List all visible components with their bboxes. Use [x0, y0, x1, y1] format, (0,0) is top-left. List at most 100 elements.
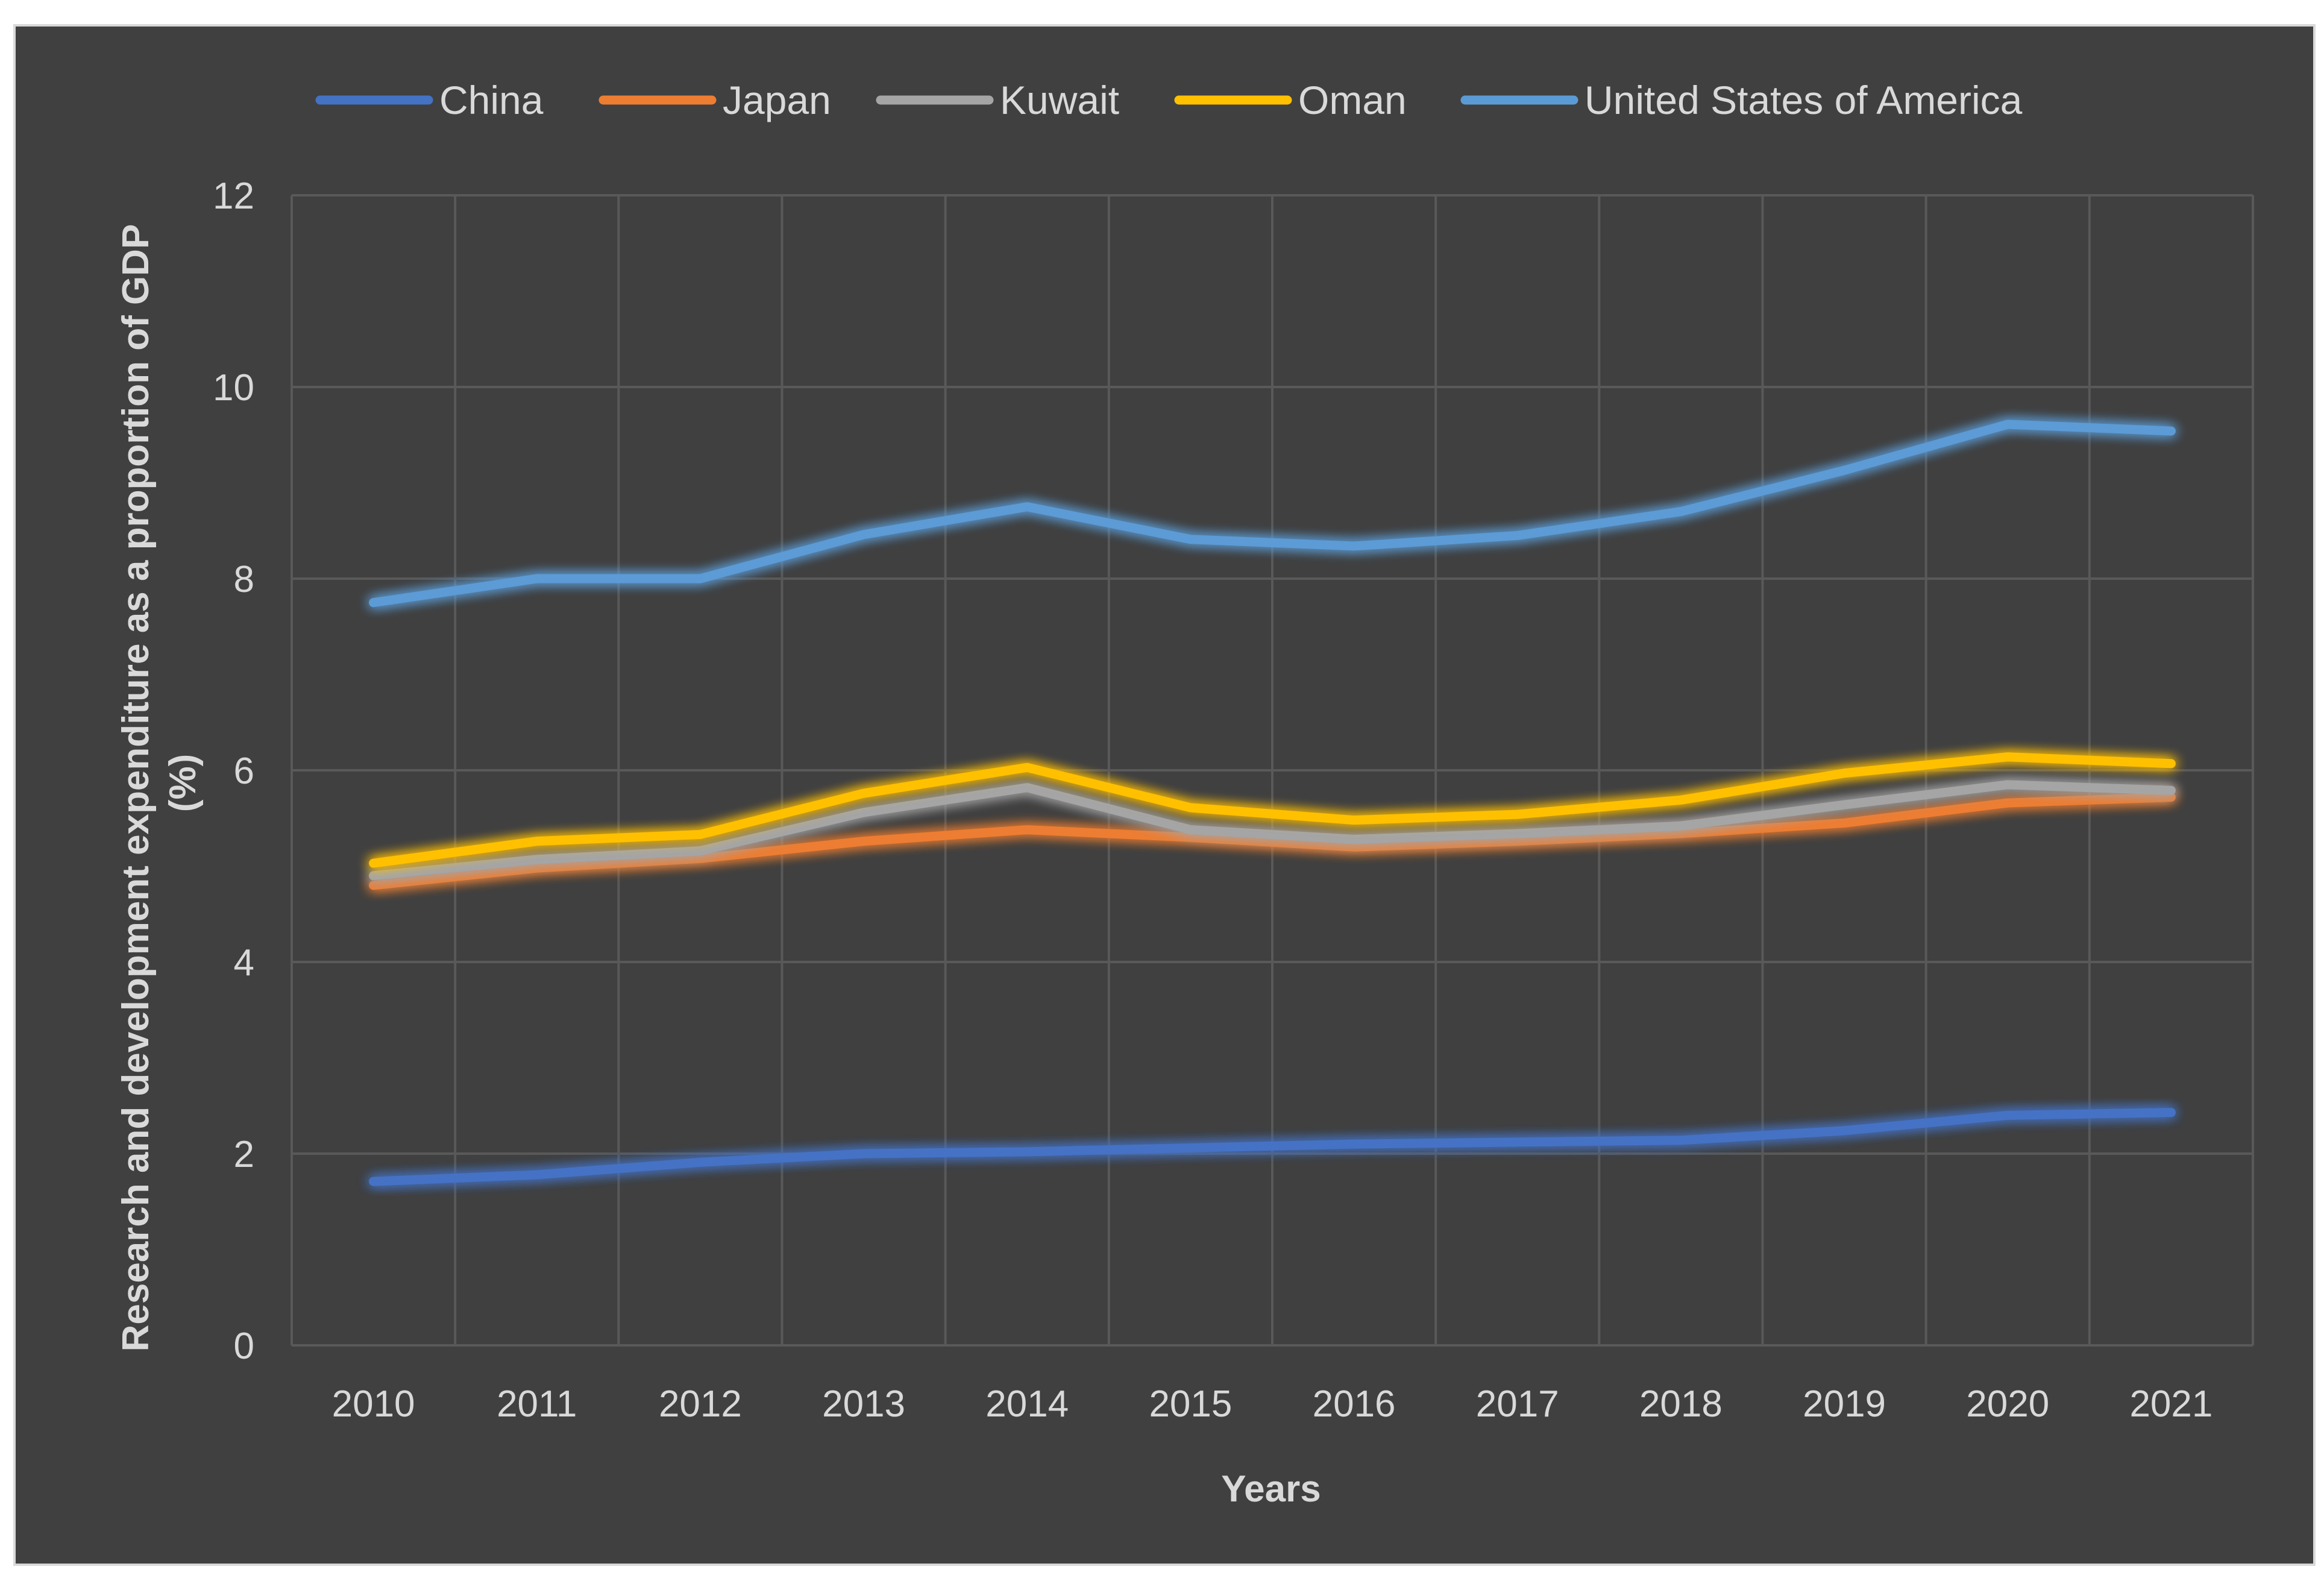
series-line-oman — [369, 752, 2176, 868]
data-point-china — [1026, 1150, 1029, 1153]
data-point-united-states-of-america — [2170, 430, 2173, 433]
series-line-japan — [369, 793, 2176, 890]
y-tick-label: 10 — [213, 367, 254, 409]
legend-label: Japan — [723, 78, 831, 122]
data-point-oman — [1843, 772, 1846, 775]
data-point-china — [699, 1161, 702, 1164]
y-tick-label: 0 — [234, 1325, 254, 1367]
series-line-china — [369, 1108, 2176, 1186]
data-point-kuwait — [699, 849, 702, 852]
y-axis-title-line-2: (%) — [162, 754, 204, 812]
legend-item-united-states-of-america[interactable]: United States of America — [1460, 78, 2023, 122]
legend-item-kuwait[interactable]: Kuwait — [876, 78, 1119, 122]
data-point-united-states-of-america — [535, 577, 538, 580]
data-point-kuwait — [2006, 783, 2009, 786]
data-point-china — [1352, 1143, 1355, 1146]
data-point-kuwait — [535, 858, 538, 861]
x-tick-label: 2014 — [985, 1383, 1069, 1425]
legend-item-china[interactable]: China — [315, 78, 544, 122]
legend-item-japan[interactable]: Japan — [598, 78, 831, 122]
data-point-united-states-of-america — [1679, 510, 1682, 513]
data-point-oman — [1679, 799, 1682, 802]
data-point-kuwait — [2170, 789, 2173, 792]
y-axis-title: Research and development expenditure as … — [115, 215, 204, 1352]
data-point-oman — [2170, 762, 2173, 765]
data-point-japan — [699, 857, 702, 860]
legend: China Japan Kuwait Oman United States of Ame… — [315, 78, 2023, 122]
series-line-united-states-of-america — [369, 420, 2176, 608]
data-point-united-states-of-america — [862, 533, 865, 536]
x-tick-label: 2012 — [659, 1383, 742, 1425]
data-point-oman — [1189, 806, 1192, 809]
data-point-china — [535, 1173, 538, 1176]
data-point-kuwait — [1189, 828, 1192, 831]
data-point-japan — [1516, 840, 1519, 843]
data-point-oman — [535, 840, 538, 843]
data-point-oman — [1352, 819, 1355, 822]
data-point-china — [372, 1180, 375, 1183]
x-tick-label: 2021 — [2129, 1383, 2213, 1425]
x-axis-ticks: 2010 2011 2012 2013 2014 2015 2016 2017 2018 2019… — [332, 1383, 2213, 1425]
x-tick-label: 2017 — [1476, 1383, 1559, 1425]
y-tick-label: 4 — [234, 942, 254, 984]
data-point-japan — [372, 884, 375, 887]
data-point-oman — [862, 792, 865, 795]
data-point-oman — [1026, 766, 1029, 769]
legend-label: China — [439, 78, 544, 122]
data-point-kuwait — [1843, 803, 1846, 806]
data-point-japan — [1679, 832, 1682, 835]
data-point-united-states-of-america — [1352, 544, 1355, 547]
x-tick-label: 2010 — [332, 1383, 415, 1425]
chart-frame: 0 2 4 6 8 10 12 2010 2011 2012 2013 2014 2015 2016 20… — [13, 24, 2316, 1566]
legend-item-oman[interactable]: Oman — [1174, 78, 1407, 122]
legend-label: United States of America — [1584, 78, 2023, 122]
data-point-united-states-of-america — [372, 601, 375, 604]
data-point-oman — [699, 833, 702, 836]
data-point-japan — [1352, 846, 1355, 849]
data-point-united-states-of-america — [1026, 505, 1029, 508]
y-tick-label: 2 — [234, 1134, 254, 1175]
x-tick-label: 2011 — [497, 1383, 577, 1425]
data-point-kuwait — [372, 874, 375, 877]
x-tick-label: 2019 — [1803, 1383, 1886, 1425]
data-point-united-states-of-america — [2006, 423, 2009, 426]
series-line-kuwait — [369, 780, 2176, 881]
data-point-japan — [1189, 836, 1192, 839]
data-point-japan — [862, 840, 865, 843]
data-point-kuwait — [862, 811, 865, 814]
grid-layer — [290, 194, 2254, 1347]
x-tick-label: 2013 — [822, 1383, 905, 1425]
data-point-united-states-of-america — [1189, 538, 1192, 541]
x-tick-label: 2020 — [1966, 1383, 2049, 1425]
series-layer — [369, 420, 2176, 1186]
data-point-japan — [1026, 828, 1029, 831]
data-point-oman — [372, 862, 375, 865]
data-point-oman — [2006, 755, 2009, 758]
data-point-japan — [2006, 802, 2009, 805]
data-point-china — [1516, 1140, 1519, 1143]
data-point-japan — [1843, 822, 1846, 825]
y-tick-label: 8 — [234, 559, 254, 600]
y-tick-label: 6 — [234, 750, 254, 792]
data-point-kuwait — [1352, 838, 1355, 841]
x-tick-label: 2015 — [1149, 1383, 1232, 1425]
y-tick-label: 12 — [213, 175, 254, 217]
data-point-china — [862, 1152, 865, 1155]
y-axis-title-line-1: Research and development expenditure as … — [115, 225, 157, 1352]
data-point-china — [1843, 1129, 1846, 1132]
x-tick-label: 2018 — [1639, 1383, 1723, 1425]
x-axis-title: Years — [1221, 1468, 1321, 1510]
data-point-japan — [535, 867, 538, 870]
legend-label: Kuwait — [1000, 78, 1119, 122]
data-point-china — [2006, 1114, 2009, 1117]
data-point-kuwait — [1026, 786, 1029, 789]
data-point-japan — [2170, 796, 2173, 799]
data-point-kuwait — [1516, 832, 1519, 835]
y-axis-ticks: 0 2 4 6 8 10 12 — [213, 175, 254, 1367]
data-point-united-states-of-america — [699, 577, 702, 580]
data-point-china — [1679, 1139, 1682, 1142]
data-point-united-states-of-america — [1843, 469, 1846, 472]
data-point-united-states-of-america — [1516, 534, 1519, 537]
data-point-oman — [1516, 813, 1519, 816]
x-tick-label: 2016 — [1313, 1383, 1396, 1425]
